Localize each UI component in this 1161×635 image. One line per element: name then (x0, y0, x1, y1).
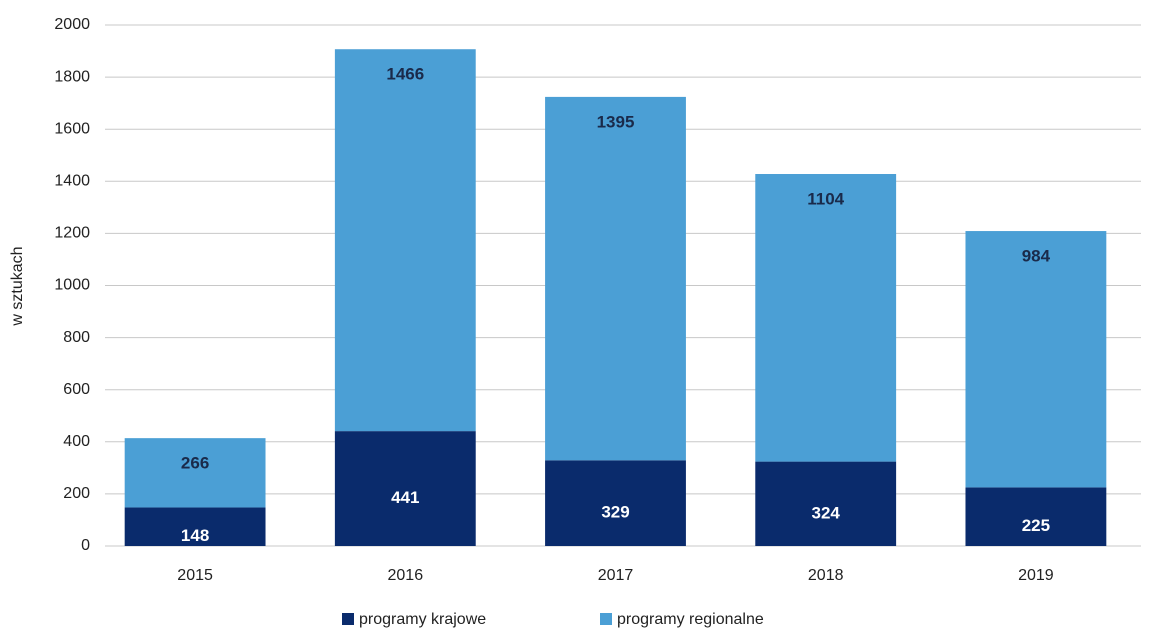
data-label: 441 (391, 488, 419, 507)
bar-segment (124, 507, 266, 546)
y-tick-label: 2000 (54, 16, 90, 33)
data-label: 984 (1022, 247, 1051, 266)
data-label: 1466 (386, 65, 424, 84)
y-axis-label: w sztukach (9, 246, 26, 326)
x-tick-label: 2016 (388, 567, 424, 584)
bar-segment (334, 49, 476, 432)
y-tick-label: 1600 (54, 120, 90, 137)
data-label: 324 (812, 503, 841, 522)
y-tick-label: 1000 (54, 277, 90, 294)
data-label: 329 (601, 503, 629, 522)
legend-swatch (600, 613, 612, 625)
data-label: 1104 (807, 189, 844, 208)
x-tick-label: 2019 (1018, 567, 1054, 584)
y-tick-label: 600 (63, 381, 90, 398)
y-tick-label: 800 (63, 329, 90, 346)
bar-segment (755, 174, 897, 462)
bar-segment (965, 487, 1107, 546)
data-label: 266 (181, 454, 209, 473)
legend-label: programy krajowe (359, 611, 486, 628)
bar-segment (124, 438, 266, 508)
bar-segment (965, 231, 1107, 488)
y-tick-label: 1400 (54, 173, 90, 190)
y-tick-label: 0 (81, 537, 90, 554)
legend-swatch (342, 613, 354, 625)
y-tick-label: 1200 (54, 225, 90, 242)
x-tick-label: 2015 (177, 567, 213, 584)
y-tick-label: 200 (63, 485, 90, 502)
x-tick-label: 2018 (808, 567, 844, 584)
bar-segment (545, 96, 686, 461)
data-label: 225 (1022, 516, 1050, 535)
x-tick-label: 2017 (598, 567, 634, 584)
legend-label: programy regionalne (617, 611, 764, 628)
y-tick-label: 400 (63, 433, 90, 450)
bar-segment (334, 431, 476, 546)
y-tick-label: 1800 (54, 68, 90, 85)
bar-segment (755, 461, 897, 546)
bar-segment (545, 460, 686, 546)
data-label: 1395 (597, 112, 635, 131)
data-label: 148 (181, 526, 209, 545)
